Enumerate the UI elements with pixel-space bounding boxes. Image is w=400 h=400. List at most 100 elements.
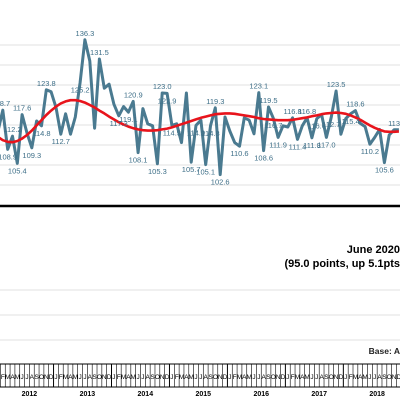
month-tick-label: J [136, 374, 139, 381]
month-tick-label: N [160, 374, 165, 381]
month-tick-label: J [21, 374, 24, 381]
month-tick-label: J [78, 374, 81, 381]
month-tick-label: D [165, 374, 170, 381]
month-tick-label: J [310, 374, 313, 381]
month-tick-label: M [246, 374, 251, 381]
month-tick-label: N [44, 374, 49, 381]
data-label: 115.4 [341, 117, 359, 126]
month-tick-label: J [344, 374, 347, 381]
data-label: 123.1 [249, 82, 268, 91]
data-label: 102.6 [211, 178, 230, 187]
month-tick-label: D [49, 374, 54, 381]
month-tick-label: M [5, 374, 10, 381]
data-label: 119.3 [206, 97, 224, 106]
data-label: 114.8 [32, 129, 50, 138]
data-label: 117.6 [13, 104, 31, 113]
month-tick-label: J [25, 374, 28, 381]
data-label: 110.6 [230, 149, 248, 158]
month-tick-label: A [358, 374, 363, 381]
data-label: 117.0 [317, 140, 335, 149]
year-label: 2018 [369, 391, 385, 398]
month-tick-label: J [194, 374, 197, 381]
month-tick-label: M [63, 374, 68, 381]
month-tick-label: J [199, 374, 202, 381]
month-tick-label: J [252, 374, 255, 381]
data-label: 120.9 [124, 90, 143, 99]
data-label: 114.9 [187, 128, 205, 137]
month-tick-label: F [233, 374, 237, 381]
data-label: 117.3 [110, 119, 128, 128]
month-tick-label: M [121, 374, 126, 381]
month-tick-label: O [39, 374, 44, 381]
month-tick-label: N [276, 374, 281, 381]
month-tick-label: S [208, 374, 213, 381]
month-tick-label: J [228, 374, 231, 381]
month-tick-label: S [92, 374, 97, 381]
data-label: 105.7 [182, 165, 201, 174]
data-label: 118.6 [346, 100, 364, 109]
month-tick-label: N [334, 374, 339, 381]
month-tick-label: S [266, 374, 271, 381]
data-label: 114.8 [201, 129, 219, 138]
month-tick-label: M [179, 374, 184, 381]
month-tick-label: A [146, 374, 151, 381]
month-tick-label: M [304, 374, 309, 381]
month-tick-label: J [373, 374, 376, 381]
month-tick-label: J [315, 374, 318, 381]
data-label: 105.6 [375, 166, 394, 175]
month-tick-label: M [362, 374, 367, 381]
data-label: 112.7 [322, 120, 340, 129]
data-label: 105.3 [148, 167, 167, 176]
data-label: 116.7 [264, 121, 282, 130]
month-tick-label: F [59, 374, 63, 381]
data-label: 111.4 [289, 142, 307, 151]
base-note: Base: A [368, 346, 400, 356]
month-tick-label: J [170, 374, 173, 381]
data-label: 119.1 [119, 115, 137, 124]
latest-value-subtitle: (95.0 points, up 5.1pts [284, 258, 400, 270]
data-label: 108.9 [0, 152, 17, 161]
month-tick-label: A [10, 374, 15, 381]
month-tick-label: F [291, 374, 295, 381]
data-label: 113 [388, 119, 400, 128]
month-tick-label: O [329, 374, 334, 381]
series-line-index [0, 38, 399, 177]
data-label: 110.2 [361, 147, 379, 156]
month-tick-label: O [97, 374, 102, 381]
data-label: 108.6 [254, 154, 273, 163]
month-tick-label: M [237, 374, 242, 381]
month-tick-label: M [188, 374, 193, 381]
data-label: 105.4 [8, 166, 27, 175]
month-tick-label: A [242, 374, 247, 381]
year-label: 2015 [195, 391, 211, 398]
data-label: 105.1 [196, 168, 215, 177]
month-tick-label: D [281, 374, 286, 381]
month-tick-label: F [1, 374, 5, 381]
year-label: 2016 [253, 391, 269, 398]
series-line-trend [0, 98, 400, 144]
data-label: 116.8 [284, 107, 302, 116]
data-label: 112.2 [3, 125, 21, 134]
month-tick-label: A [319, 374, 324, 381]
month-tick-label: J [257, 374, 260, 381]
month-tick-label: O [155, 374, 160, 381]
month-tick-label: F [349, 374, 353, 381]
month-tick-label: N [392, 374, 397, 381]
month-tick-label: A [68, 374, 73, 381]
month-tick-label: S [34, 374, 39, 381]
month-tick-label: A [261, 374, 266, 381]
data-label: 125.2 [71, 86, 90, 95]
month-tick-label: J [112, 374, 115, 381]
month-tick-label: A [30, 374, 35, 381]
month-tick-label: M [131, 374, 136, 381]
month-tick-label: S [150, 374, 155, 381]
month-tick-label: D [223, 374, 228, 381]
data-label: 109.3 [22, 151, 41, 160]
month-tick-label: O [387, 374, 392, 381]
data-label: 116.8 [298, 107, 316, 116]
month-tick-label: O [213, 374, 218, 381]
month-tick-label: J [368, 374, 371, 381]
data-label: 112.7 [52, 137, 70, 146]
year-label: 2013 [80, 391, 96, 398]
